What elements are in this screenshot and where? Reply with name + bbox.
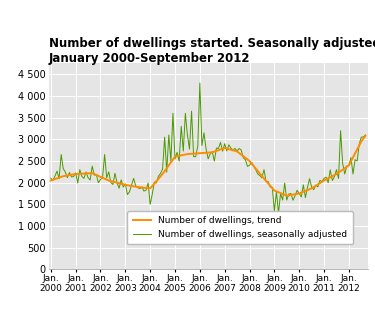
Number of dwellings, seasonally adjusted bbox=[314, 183, 318, 187]
Number of dwellings, seasonally adjusted bbox=[90, 164, 94, 168]
Number of dwellings, seasonally adjusted bbox=[187, 147, 192, 151]
Number of dwellings, seasonally adjusted bbox=[198, 81, 202, 85]
Line: Number of dwellings, trend: Number of dwellings, trend bbox=[51, 136, 365, 196]
Number of dwellings, seasonally adjusted bbox=[49, 176, 53, 180]
Line: Number of dwellings, seasonally adjusted: Number of dwellings, seasonally adjusted bbox=[51, 83, 365, 213]
Number of dwellings, trend bbox=[90, 171, 94, 175]
Number of dwellings, seasonally adjusted bbox=[276, 211, 281, 215]
Number of dwellings, trend bbox=[361, 137, 366, 140]
Number of dwellings, seasonally adjusted bbox=[272, 209, 277, 213]
Legend: Number of dwellings, trend, Number of dwellings, seasonally adjusted: Number of dwellings, trend, Number of dw… bbox=[128, 211, 352, 244]
Number of dwellings, seasonally adjusted bbox=[363, 133, 368, 137]
Number of dwellings, trend bbox=[49, 178, 53, 182]
Number of dwellings, trend bbox=[285, 194, 289, 197]
Number of dwellings, trend bbox=[311, 185, 316, 189]
Number of dwellings, trend bbox=[270, 186, 274, 190]
Text: Number of dwellings started. Seasonally adjusted and trend.
January 2000-Septemb: Number of dwellings started. Seasonally … bbox=[49, 36, 375, 65]
Number of dwellings, seasonally adjusted bbox=[69, 175, 74, 179]
Number of dwellings, trend bbox=[187, 152, 192, 156]
Number of dwellings, trend bbox=[363, 134, 368, 138]
Number of dwellings, seasonally adjusted bbox=[353, 158, 357, 162]
Number of dwellings, trend bbox=[69, 173, 74, 177]
